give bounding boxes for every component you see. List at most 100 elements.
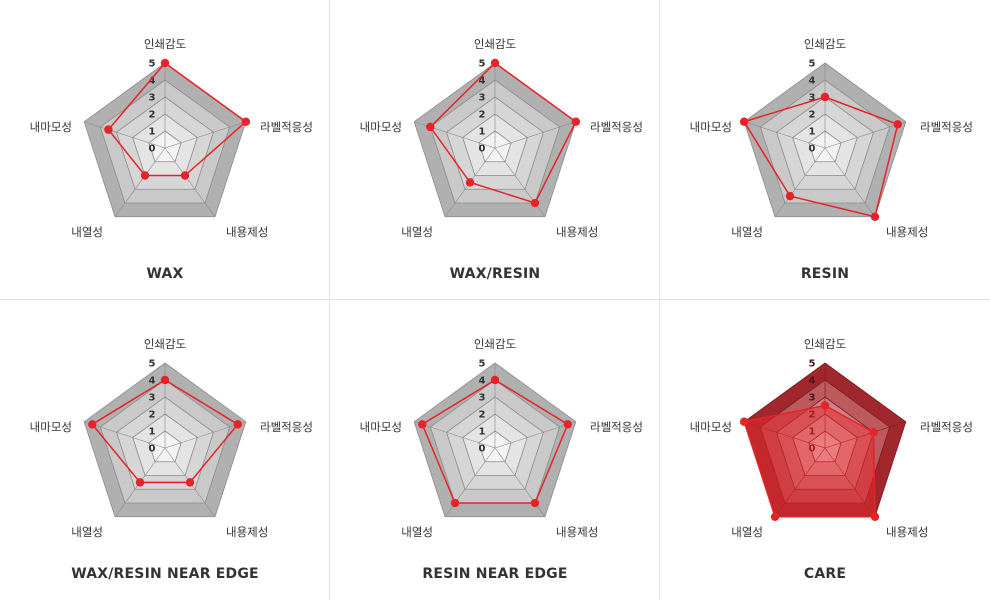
scale-tick-label: 2 [479,110,486,121]
axis-spoke [84,421,166,449]
axis-label: 라벨적응성 [920,120,973,134]
axis-label: 내열성 [401,225,433,239]
scale-tick-label: 4 [479,376,486,387]
data-point [490,58,500,68]
scale-tick-label: 3 [809,393,816,404]
chart-title: RESIN [800,266,850,282]
data-point [160,375,170,385]
data-point [530,498,540,508]
scale-tick-label: 2 [149,110,156,121]
axis-label: 인쇄감도 [474,37,516,51]
data-point [870,212,880,221]
scale-tick-label: 4 [809,76,816,87]
scale-tick-label: 5 [479,59,486,70]
axis-label: 내열성 [731,525,763,539]
data-point [820,92,830,102]
scale-tick-label: 0 [149,144,156,155]
data-point [418,420,427,429]
data-point [530,198,540,208]
data-point [160,58,170,68]
data-point [104,125,113,134]
chart-panel-wax: 0 1 2 3 4 5 인쇄감도 라벨적응성 내용제성 내열성 내마모성 WAX [0,0,330,300]
data-point [426,122,435,132]
axis-label: 내열성 [71,525,103,539]
data-point [770,512,780,521]
axis-spoke [824,147,876,217]
chart-title: WAX/RESIN [449,266,541,282]
data-point [88,420,97,429]
scale-tick-label: 3 [149,93,156,104]
data-series-line [743,404,876,518]
scale-tick-label: 0 [479,144,486,155]
data-series-line [91,379,239,484]
scale-tick-label: 0 [149,444,156,455]
data-point [135,478,145,487]
data-point [869,428,878,437]
data-point [140,171,150,180]
scale-tick-label: 5 [809,359,816,370]
axis-label: 내용제성 [556,225,598,239]
axis-label: 인쇄감도 [144,337,186,351]
axis-spoke [84,121,166,149]
scale-tick-label: 3 [479,93,486,104]
axis-label: 라벨적응성 [260,420,313,434]
data-point [233,420,242,429]
data-series-line [429,62,577,204]
data-point [785,191,795,201]
axis-spoke [164,147,216,217]
scale-tick-label: 1 [149,427,156,438]
chart-title: WAX [146,266,184,282]
scale-tick-label: 4 [149,76,156,87]
axis-spoke [494,121,576,149]
data-point [893,120,902,129]
scale-tick-label: 4 [809,376,816,387]
data-point [820,401,830,410]
axis-spoke [494,421,576,449]
axis-label: 내용제성 [226,225,268,239]
axis-label: 내용제성 [556,525,598,539]
axis-label: 라벨적응성 [260,120,313,134]
chart-panel-resin: 0 1 2 3 4 5 인쇄감도 라벨적응성 내용제성 내열성 내마모성 RESIN [660,0,990,300]
axis-label: 내마모성 [690,120,732,134]
axis-label: 인쇄감도 [804,337,846,351]
chart-panel-wax-resin: 0 1 2 3 4 5 인쇄감도 라벨적응성 내용제성 내열성 내마모성 WAX/RESIN [330,0,660,300]
scale-tick-label: 1 [149,127,156,138]
chart-title: RESIN NEAR EDGE [422,566,568,582]
axis-label: 내용제성 [886,525,928,539]
scale-tick-label: 0 [479,444,486,455]
axis-label: 인쇄감도 [144,37,186,51]
axis-spoke [164,121,246,149]
scale-tick-label: 4 [479,76,486,87]
axis-label: 내마모성 [30,420,72,434]
axis-label: 내용제성 [226,525,268,539]
scale-tick-label: 3 [809,93,816,104]
scale-tick-label: 0 [809,144,816,155]
scale-tick-label: 5 [479,359,486,370]
axis-label: 라벨적응성 [920,420,973,434]
axis-spoke [114,147,166,217]
axis-label: 내열성 [401,525,433,539]
data-point [571,117,581,126]
scale-tick-label: 2 [479,410,486,421]
scale-tick-label: 2 [809,110,816,121]
axis-label: 라벨적응성 [590,420,643,434]
scale-tick-label: 3 [149,393,156,404]
axis-label: 인쇄감도 [474,337,516,351]
data-point [180,171,190,180]
axis-label: 내열성 [71,225,103,239]
data-series-line [421,379,569,504]
axis-spoke [774,147,826,217]
axis-label: 내마모성 [30,120,72,134]
data-point [739,417,749,426]
scale-tick-label: 1 [809,127,816,138]
axis-label: 인쇄감도 [804,37,846,51]
scale-tick-label: 1 [479,127,486,138]
axis-spoke [744,121,826,149]
chart-panel-wax-resin-near-edge: 0 1 2 3 4 5 인쇄감도 라벨적응성 내용제성 내열성 내마모성 WAX/RESIN NEA… [0,300,330,600]
